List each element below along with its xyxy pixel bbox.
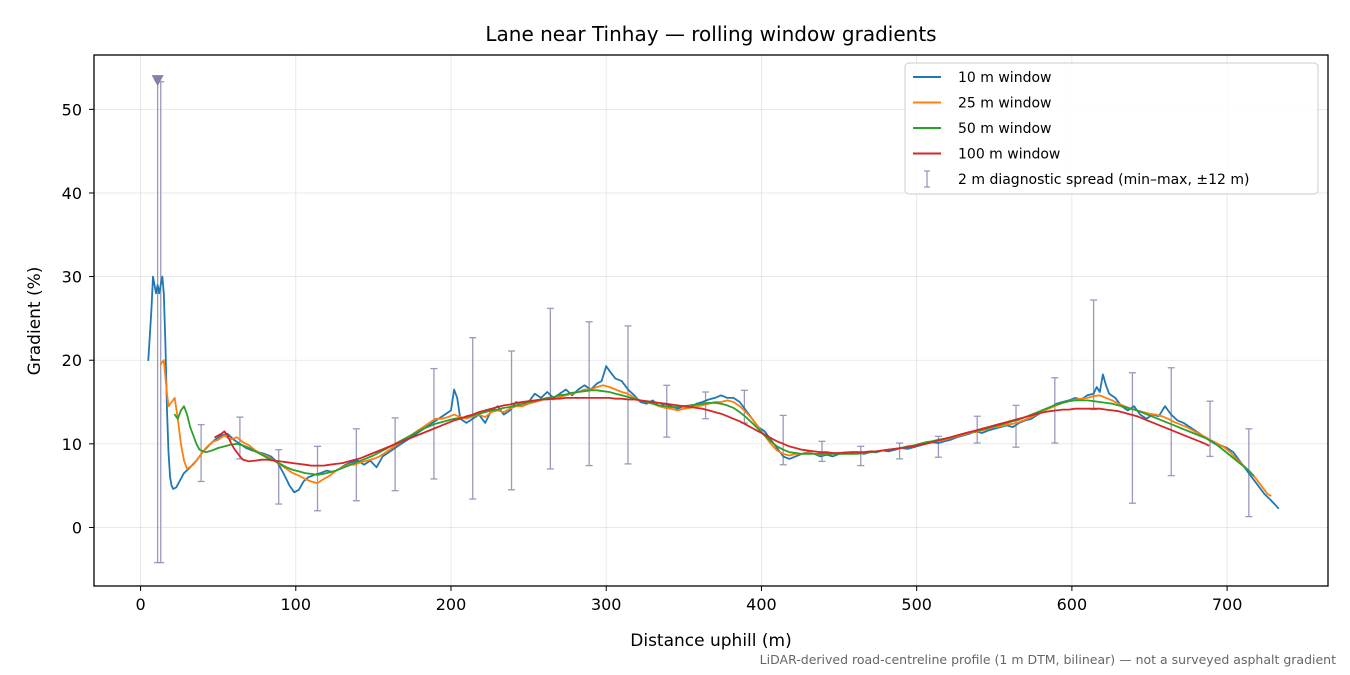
- x-tick-label: 200: [436, 595, 467, 614]
- legend-label: 2 m diagnostic spread (min–max, ±12 m): [958, 172, 1249, 188]
- y-tick-label: 40: [62, 184, 82, 203]
- spread-bar: [663, 384, 671, 438]
- spread-bar: [546, 307, 554, 470]
- x-tick-label: 600: [1057, 595, 1088, 614]
- spread-bar: [314, 445, 322, 512]
- legend-entry: 25 m window: [913, 96, 1051, 112]
- axis-ticks: 0 100 200 300 400 500 600 700 0 10 20 30 40 50: [62, 100, 1243, 614]
- x-tick-label: 300: [591, 595, 622, 614]
- spread-bar: [391, 417, 399, 492]
- series-line: [159, 359, 1272, 497]
- footnote: LiDAR-derived road-centreline profile (1…: [760, 652, 1336, 667]
- series-lines: [147, 275, 1280, 510]
- x-axis-label: Distance uphill (m): [630, 631, 791, 651]
- spread-bar: [275, 449, 283, 505]
- legend-box: [904, 62, 1319, 195]
- legend-label: 50 m window: [958, 121, 1051, 137]
- chart-title: Lane near Tinhay — rolling window gradie…: [485, 22, 936, 46]
- x-tick-label: 0: [135, 595, 145, 614]
- plot-frame: [93, 54, 1329, 587]
- legend-entry: 10 m window: [913, 70, 1051, 86]
- legend: 10 m window 25 m window 50 m window 100 m w…: [904, 62, 1319, 195]
- spread-bar: [1128, 372, 1136, 504]
- clip-marker: [151, 75, 164, 87]
- legend-entry: 50 m window: [913, 121, 1051, 137]
- legend-label: 10 m window: [958, 70, 1051, 86]
- spread-bar: [585, 321, 593, 467]
- x-tick-label: 500: [901, 595, 932, 614]
- legend-entry: 100 m window: [913, 147, 1060, 163]
- y-tick-label: 30: [62, 268, 82, 287]
- spread-bar: [1167, 367, 1175, 477]
- spread-bar: [508, 350, 516, 491]
- y-tick-label: 50: [62, 100, 82, 119]
- y-tick-label: 0: [72, 518, 82, 537]
- spread-bar: [857, 445, 865, 467]
- clip-markers: [151, 75, 164, 87]
- spread-bar: [896, 442, 904, 460]
- spread-bar: [624, 325, 632, 465]
- x-tick-label: 700: [1212, 595, 1243, 614]
- x-tick-label: 400: [746, 595, 777, 614]
- y-axis-label: Gradient (%): [25, 267, 45, 376]
- series-line: [214, 397, 1210, 467]
- series-line: [173, 389, 1255, 477]
- spread-bar: [1012, 404, 1020, 448]
- y-tick-label: 20: [62, 351, 82, 370]
- legend-label: 100 m window: [958, 147, 1060, 163]
- legend-label: 25 m window: [958, 96, 1051, 112]
- spread-bar: [1206, 400, 1214, 458]
- legend-entry: 2 m diagnostic spread (min–max, ±12 m): [924, 170, 1249, 188]
- x-tick-label: 100: [281, 595, 312, 614]
- y-tick-label: 10: [62, 435, 82, 454]
